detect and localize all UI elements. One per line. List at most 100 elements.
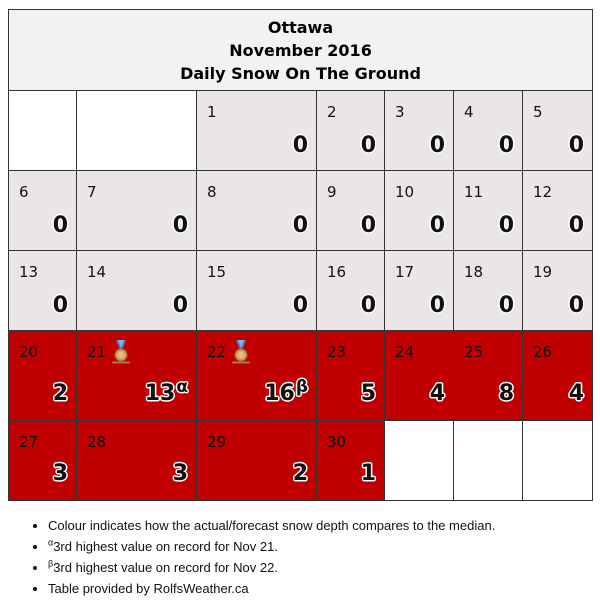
- empty-day-cell: [8, 90, 77, 171]
- day-number: 10: [395, 183, 415, 201]
- snow-depth-value: 8: [499, 381, 514, 406]
- snow-depth-value: 0: [499, 213, 514, 238]
- snow-depth-number: 3: [172, 461, 188, 486]
- note-marker: α: [48, 537, 54, 548]
- snow-depth-value: 1: [361, 461, 376, 486]
- day-number: 18: [464, 263, 484, 281]
- snow-depth-value: 3: [53, 461, 68, 486]
- day-cell: 11 0: [453, 170, 523, 251]
- snow-depth-value: 16β: [264, 377, 308, 406]
- snow-depth-value: 0: [53, 213, 68, 238]
- snow-depth-value: 0: [499, 133, 514, 158]
- day-number: 11: [464, 183, 484, 201]
- day-number: 13: [19, 263, 39, 281]
- day-number: 29: [207, 433, 227, 451]
- snow-depth-number: 16: [264, 381, 295, 406]
- snow-depth-number: 0: [292, 213, 308, 238]
- day-number: 24: [395, 343, 415, 361]
- day-number: 9: [327, 183, 337, 201]
- empty-day-cell: [384, 420, 454, 501]
- day-cell: 13 0: [8, 250, 77, 331]
- day-cell: 20 2: [8, 330, 77, 421]
- day-number: 4: [464, 103, 474, 121]
- empty-day-cell: [453, 420, 523, 501]
- snow-depth-value: 0: [293, 213, 308, 238]
- empty-day-cell: [521, 420, 594, 501]
- day-cell: 26 4: [521, 330, 594, 421]
- week-row: 13 0 14 0 15 0 16 0 17 0 18 0 19 0: [8, 250, 594, 331]
- note-item: β3rd highest value on record for Nov 22.: [48, 557, 495, 578]
- day-cell: 24 4: [384, 330, 454, 421]
- chart-subtitle: Daily Snow On The Ground: [180, 63, 421, 83]
- calendar-header: Ottawa November 2016 Daily Snow On The G…: [7, 9, 594, 91]
- month-title: November 2016: [229, 40, 372, 60]
- snow-depth-number: 0: [360, 133, 376, 158]
- snow-depth-value: 0: [293, 293, 308, 318]
- day-cell: 30 1: [316, 420, 385, 501]
- snow-depth-number: 2: [52, 381, 68, 406]
- snow-depth-number: 0: [498, 213, 514, 238]
- day-number: 30: [327, 433, 347, 451]
- record-note-marker: β: [295, 377, 308, 397]
- snow-depth-value: 4: [569, 381, 584, 406]
- snow-depth-number: 0: [568, 213, 585, 238]
- snow-depth-number: 3: [52, 461, 68, 486]
- snow-depth-number: 4: [568, 381, 585, 406]
- day-cell: 28 3: [76, 420, 197, 501]
- note-text: Table provided by RolfsWeather.ca: [48, 581, 249, 596]
- week-row: 20 2 21 13α 22 16β 23 5 24 4 25 8 26 4: [8, 330, 594, 421]
- day-number: 5: [533, 103, 543, 121]
- day-cell: 16 0: [316, 250, 385, 331]
- snow-depth-value: 0: [569, 293, 584, 318]
- snow-depth-value: 5: [361, 381, 376, 406]
- snow-depth-value: 13α: [145, 377, 188, 406]
- calendar-body: 1 0 2 0 3 0 4 0 5 0 6 0 7 0 8 0 9 0 10 0 11 0 12 0 13 0 14 0 15 0 16 0 1…: [8, 90, 594, 501]
- snow-depth-value: 0: [569, 213, 584, 238]
- city-title: Ottawa: [267, 17, 334, 37]
- snow-depth-number: 0: [429, 133, 445, 158]
- snow-depth-number: 0: [360, 293, 376, 318]
- day-number: 2: [327, 103, 337, 121]
- snow-depth-value: 4: [430, 381, 445, 406]
- snow-depth-number: 8: [498, 381, 514, 406]
- snow-depth-value: 3: [173, 461, 188, 486]
- day-number: 19: [533, 263, 553, 281]
- day-number: 3: [395, 103, 405, 121]
- snow-depth-number: 2: [292, 461, 308, 486]
- note-marker: β: [48, 558, 54, 569]
- day-number: 27: [19, 433, 39, 451]
- note-item: Table provided by RolfsWeather.ca: [48, 578, 495, 599]
- snow-depth-value: 0: [53, 293, 68, 318]
- snow-depth-value: 0: [430, 293, 445, 318]
- day-cell: 25 8: [453, 330, 523, 421]
- snow-depth-number: 0: [360, 213, 376, 238]
- day-cell: 29 2: [196, 420, 317, 501]
- day-number: 25: [464, 343, 484, 361]
- note-item: Colour indicates how the actual/forecast…: [48, 515, 495, 536]
- day-cell: 19 0: [521, 250, 594, 331]
- snow-depth-value: 0: [173, 213, 188, 238]
- day-number: 28: [87, 433, 107, 451]
- snow-depth-number: 0: [498, 293, 514, 318]
- snow-depth-value: 0: [361, 133, 376, 158]
- day-number: 6: [19, 183, 29, 201]
- snow-depth-value: 0: [173, 293, 188, 318]
- snow-depth-number: 0: [172, 293, 188, 318]
- snow-depth-number: 0: [52, 293, 68, 318]
- snow-depth-value: 0: [361, 293, 376, 318]
- day-number: 1: [207, 103, 217, 121]
- snow-depth-number: 0: [498, 133, 514, 158]
- day-cell: 15 0: [196, 250, 317, 331]
- week-row: 6 0 7 0 8 0 9 0 10 0 11 0 12 0: [8, 170, 594, 251]
- snow-depth-number: 0: [292, 133, 308, 158]
- day-number: 15: [207, 263, 227, 281]
